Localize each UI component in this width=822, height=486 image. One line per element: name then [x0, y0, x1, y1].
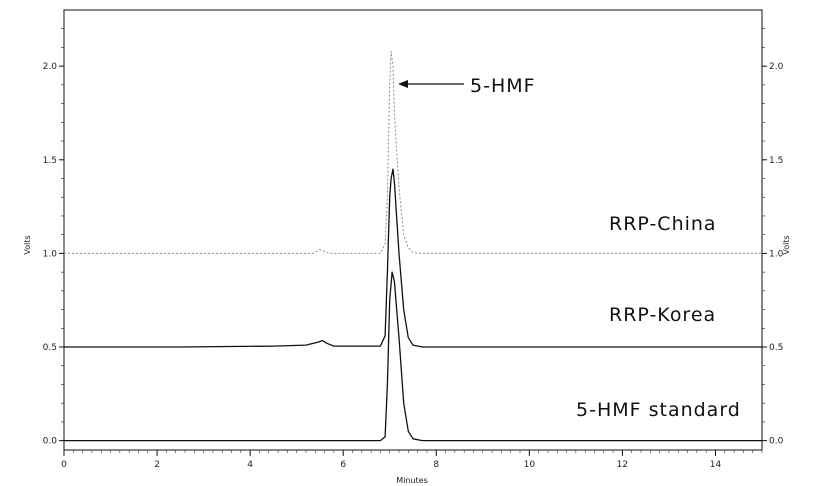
y-tick-label-left: 0.5: [43, 343, 57, 353]
y-axis-label-right: Volts: [782, 235, 791, 254]
right-y-axis: 0.0 0.5 1.0 1.5 2.0: [762, 28, 784, 447]
annotation-layer: 5-HMF RRP-China RRP-Korea 5-HMF standard: [398, 75, 741, 421]
plot-border: [63, 9, 763, 451]
series-line-rrp-china: [64, 50, 762, 254]
annotation-rrp-china: RRP-China: [609, 213, 717, 235]
y-tick-label-left: 1.5: [43, 156, 57, 166]
series-line-rrp-korea: [64, 168, 762, 348]
x-tick-label: 10: [524, 460, 536, 470]
plot-frame: [63, 9, 763, 451]
y-tick-label-right: 1.5: [769, 156, 783, 166]
y-tick-label-left: 0.0: [43, 437, 58, 447]
x-tick-label: 6: [340, 460, 346, 470]
x-tick-label: 8: [433, 460, 439, 470]
left-y-axis: 0.0 0.5 1.0 1.5 2.0: [43, 28, 64, 447]
annotation-5-hmf-standard: 5-HMF standard: [576, 399, 741, 421]
series-layer: [64, 50, 762, 442]
y-tick-label-left: 1.0: [43, 249, 58, 259]
arrow-icon: [398, 80, 464, 88]
y-tick-label-right: 0.0: [769, 437, 784, 447]
x-tick-label: 4: [247, 460, 253, 470]
annotation-5-hmf: 5-HMF: [470, 75, 536, 97]
y-axis-label-left: Volts: [23, 235, 32, 254]
y-tick-label-right: 0.5: [769, 343, 783, 353]
x-tick-label: 0: [61, 460, 67, 470]
x-tick-label: 2: [154, 460, 160, 470]
y-tick-label-left: 2.0: [43, 62, 58, 72]
series-line-5-hmf-standard: [64, 271, 762, 442]
y-tick-label-right: 1.0: [769, 249, 784, 259]
x-tick-label: 12: [617, 460, 628, 470]
x-tick-label: 14: [710, 460, 722, 470]
y-tick-label-right: 2.0: [769, 62, 784, 72]
x-axis-label: Minutes: [396, 476, 428, 485]
x-axis: 0 2 4 6 8 10 12 14: [61, 450, 763, 470]
annotation-rrp-korea: RRP-Korea: [609, 304, 716, 326]
